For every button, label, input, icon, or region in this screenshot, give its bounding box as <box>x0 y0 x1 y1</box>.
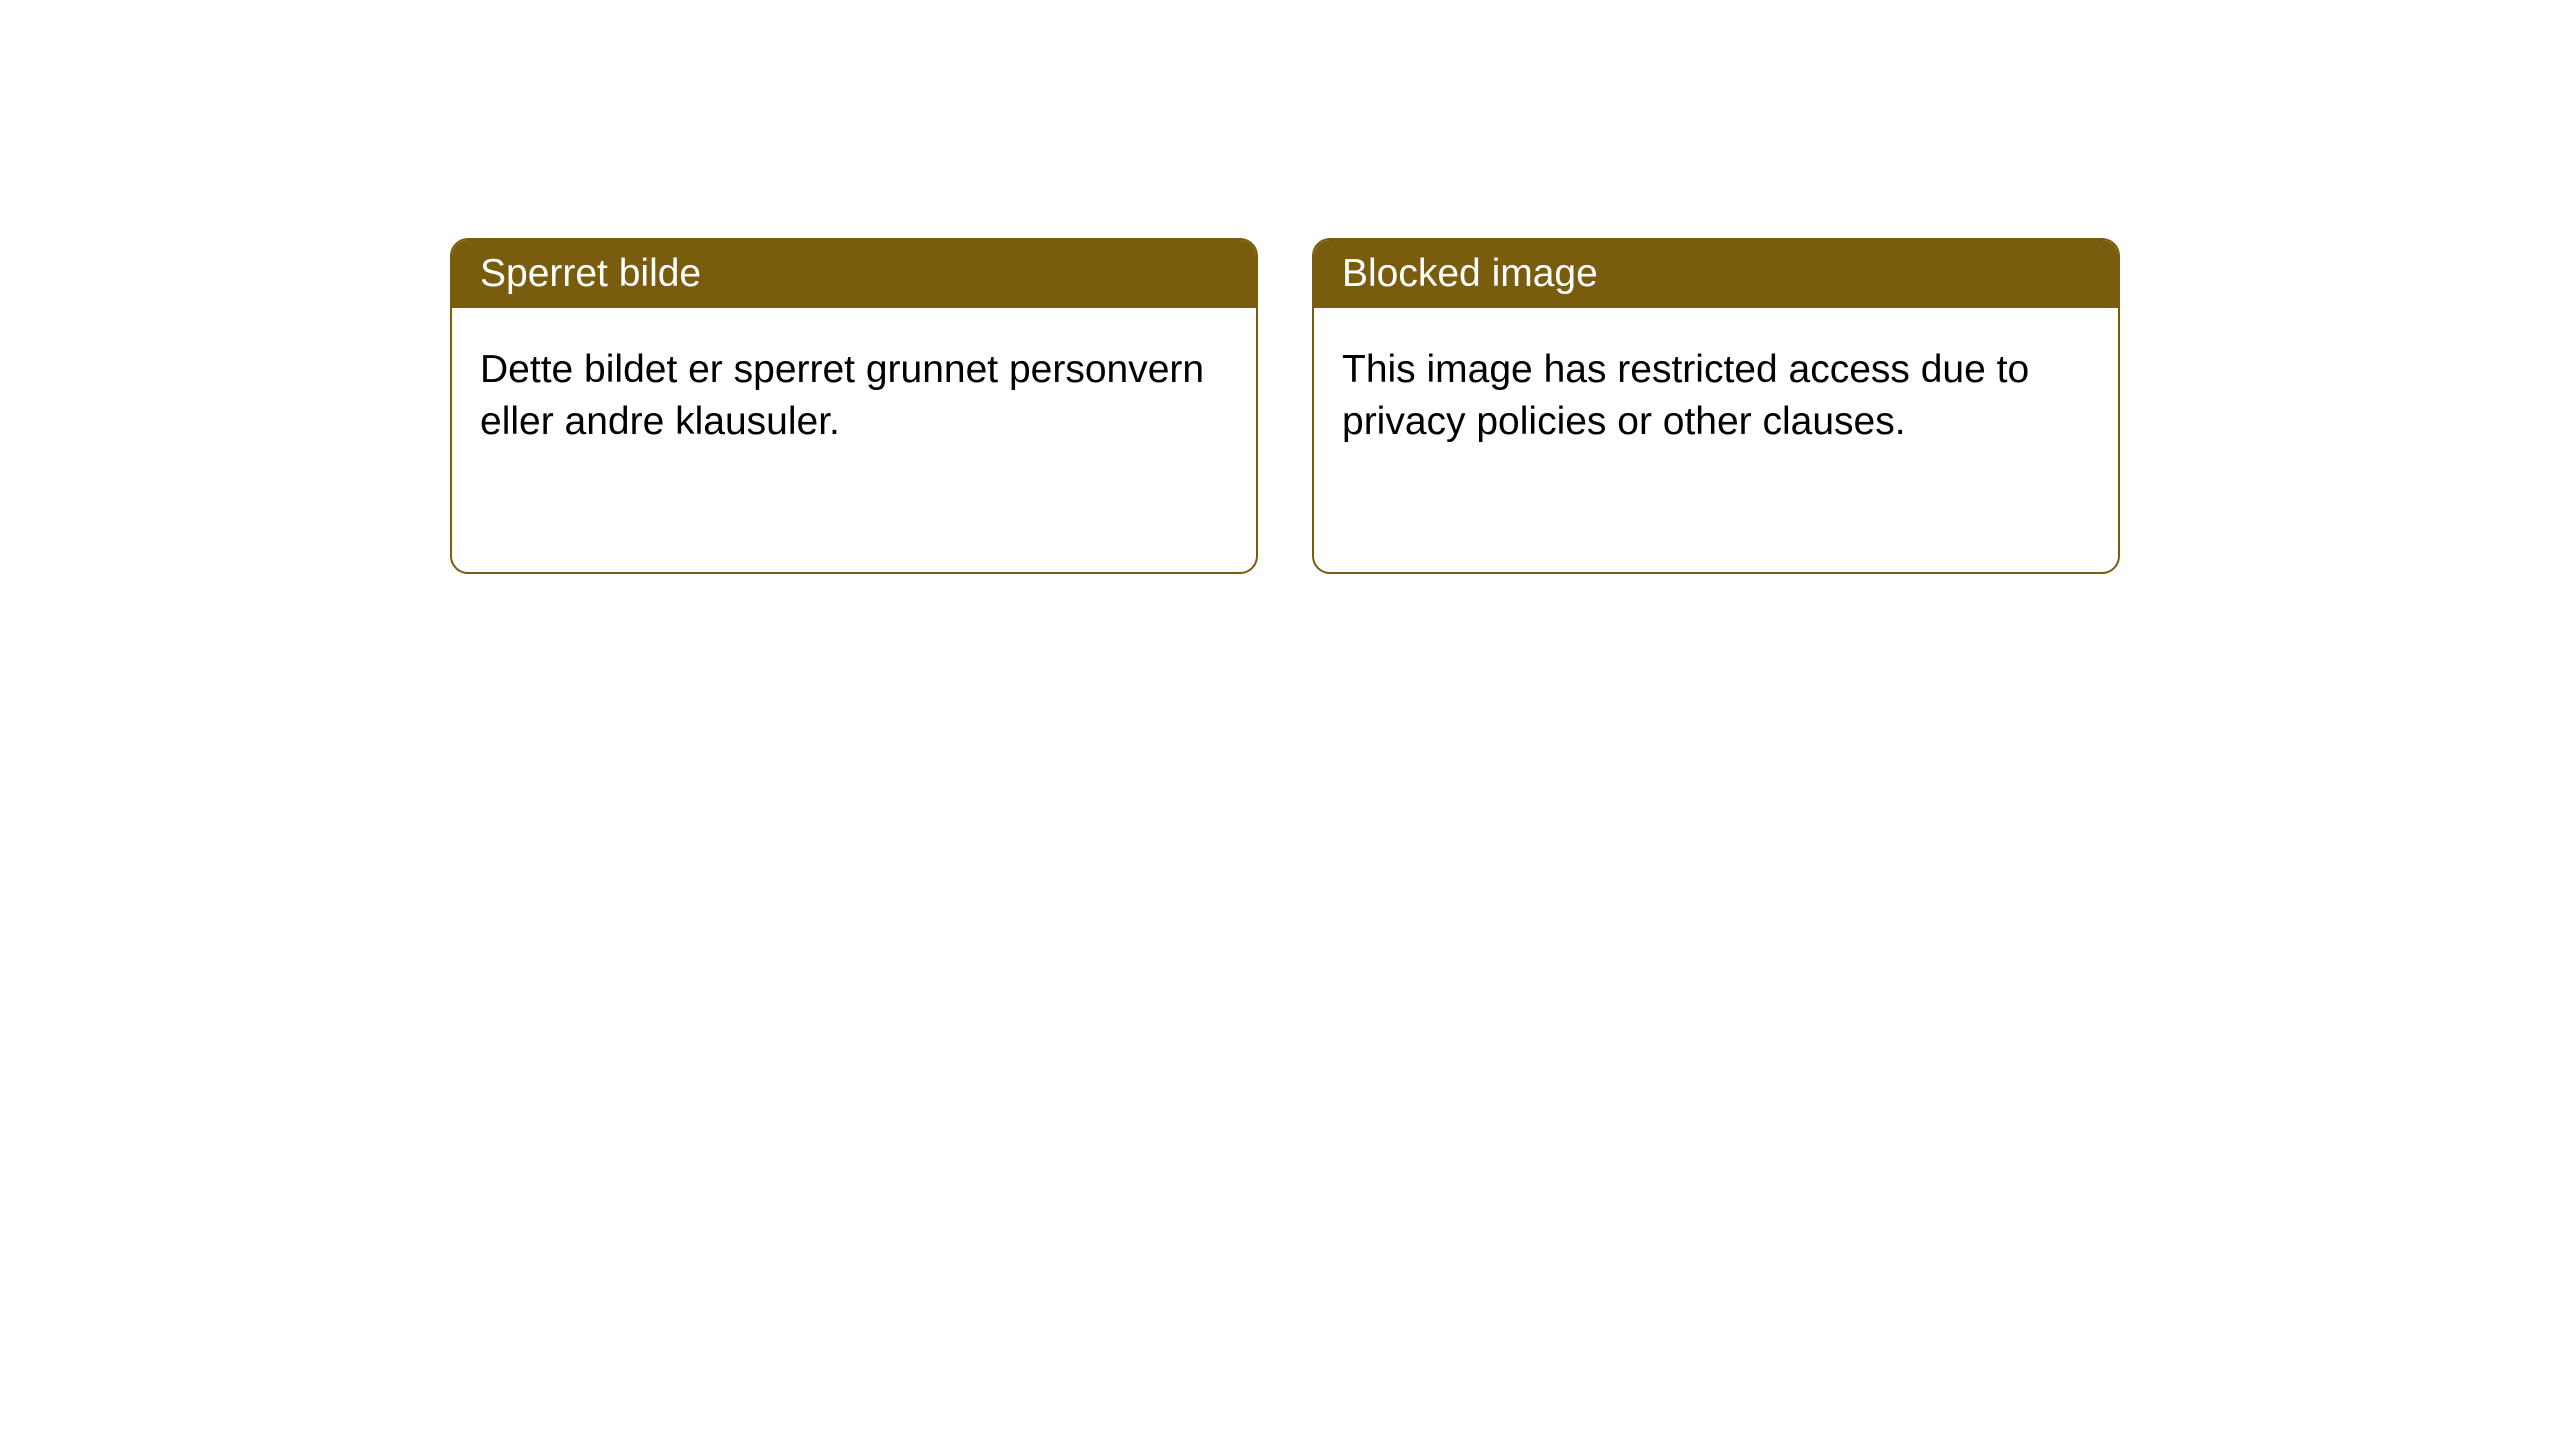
notice-body-norwegian: Dette bildet er sperret grunnet personve… <box>452 308 1256 484</box>
notice-box-norwegian: Sperret bilde Dette bildet er sperret gr… <box>450 238 1258 574</box>
notice-container: Sperret bilde Dette bildet er sperret gr… <box>0 0 2560 574</box>
notice-box-english: Blocked image This image has restricted … <box>1312 238 2120 574</box>
notice-body-english: This image has restricted access due to … <box>1314 308 2118 484</box>
notice-header-norwegian: Sperret bilde <box>452 240 1256 308</box>
notice-header-english: Blocked image <box>1314 240 2118 308</box>
